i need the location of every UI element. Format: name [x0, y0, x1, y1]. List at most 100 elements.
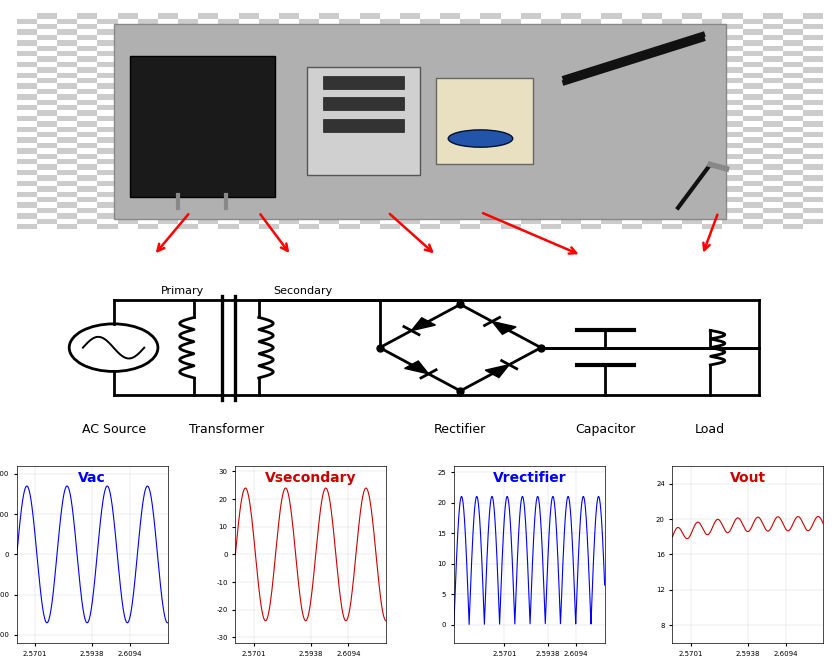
- Bar: [561, 218, 581, 224]
- Bar: [480, 180, 501, 186]
- Bar: [279, 218, 299, 224]
- Bar: [158, 170, 178, 175]
- Bar: [783, 218, 803, 224]
- Bar: [763, 62, 783, 67]
- Bar: [642, 40, 662, 45]
- Bar: [702, 127, 722, 132]
- Bar: [622, 73, 642, 78]
- Bar: [158, 51, 178, 56]
- Bar: [17, 175, 37, 180]
- Bar: [662, 213, 682, 218]
- Bar: [722, 83, 743, 89]
- Bar: [158, 30, 178, 35]
- Bar: [118, 116, 138, 121]
- Bar: [198, 208, 218, 213]
- Bar: [259, 62, 279, 67]
- Bar: [521, 56, 541, 62]
- Bar: [440, 143, 460, 148]
- Bar: [319, 213, 339, 218]
- Bar: [763, 116, 783, 121]
- Bar: [561, 132, 581, 138]
- Bar: [480, 45, 501, 51]
- Bar: [702, 138, 722, 143]
- Bar: [541, 159, 561, 165]
- Bar: [581, 224, 601, 230]
- Bar: [339, 83, 360, 89]
- Bar: [259, 40, 279, 45]
- Bar: [158, 208, 178, 213]
- Bar: [319, 192, 339, 197]
- Bar: [339, 110, 360, 116]
- Bar: [239, 159, 259, 165]
- Bar: [763, 154, 783, 159]
- Bar: [501, 30, 521, 35]
- Bar: [581, 192, 601, 197]
- Bar: [299, 24, 319, 30]
- Bar: [440, 213, 460, 218]
- Bar: [642, 127, 662, 132]
- Bar: [743, 105, 763, 110]
- Bar: [501, 127, 521, 132]
- Bar: [57, 186, 77, 192]
- Bar: [460, 45, 480, 51]
- Bar: [178, 192, 198, 197]
- Bar: [360, 132, 380, 138]
- Bar: [561, 56, 581, 62]
- Bar: [360, 175, 380, 180]
- Bar: [622, 24, 642, 30]
- Bar: [662, 13, 682, 18]
- Bar: [521, 218, 541, 224]
- Bar: [319, 18, 339, 24]
- Bar: [803, 218, 823, 224]
- Bar: [561, 40, 581, 45]
- Bar: [521, 159, 541, 165]
- Bar: [97, 45, 118, 51]
- Bar: [37, 100, 57, 105]
- Bar: [118, 202, 138, 208]
- Bar: [622, 202, 642, 208]
- Bar: [682, 94, 702, 100]
- Bar: [97, 73, 118, 78]
- Bar: [239, 73, 259, 78]
- Bar: [77, 73, 97, 78]
- Bar: [622, 100, 642, 105]
- Bar: [360, 67, 380, 73]
- Bar: [561, 170, 581, 175]
- Bar: [763, 208, 783, 213]
- Bar: [360, 56, 380, 62]
- Bar: [561, 78, 581, 83]
- Bar: [763, 24, 783, 30]
- Bar: [198, 170, 218, 175]
- Bar: [97, 180, 118, 186]
- Bar: [218, 180, 239, 186]
- Bar: [57, 218, 77, 224]
- Bar: [763, 218, 783, 224]
- Bar: [158, 110, 178, 116]
- Bar: [299, 18, 319, 24]
- Bar: [218, 94, 239, 100]
- Bar: [77, 154, 97, 159]
- Bar: [541, 62, 561, 67]
- Bar: [380, 83, 400, 89]
- Bar: [380, 35, 400, 40]
- Bar: [118, 132, 138, 138]
- Bar: [460, 40, 480, 45]
- Bar: [360, 154, 380, 159]
- Bar: [783, 40, 803, 45]
- Bar: [380, 56, 400, 62]
- Bar: [622, 154, 642, 159]
- Bar: [743, 121, 763, 127]
- Bar: [218, 208, 239, 213]
- Bar: [339, 40, 360, 45]
- Bar: [460, 213, 480, 218]
- Bar: [198, 78, 218, 83]
- Bar: [682, 110, 702, 116]
- Bar: [743, 213, 763, 218]
- Bar: [763, 110, 783, 116]
- Bar: [178, 180, 198, 186]
- Bar: [198, 62, 218, 67]
- Bar: [420, 197, 440, 202]
- Bar: [601, 35, 622, 40]
- Bar: [420, 94, 440, 100]
- Bar: [581, 170, 601, 175]
